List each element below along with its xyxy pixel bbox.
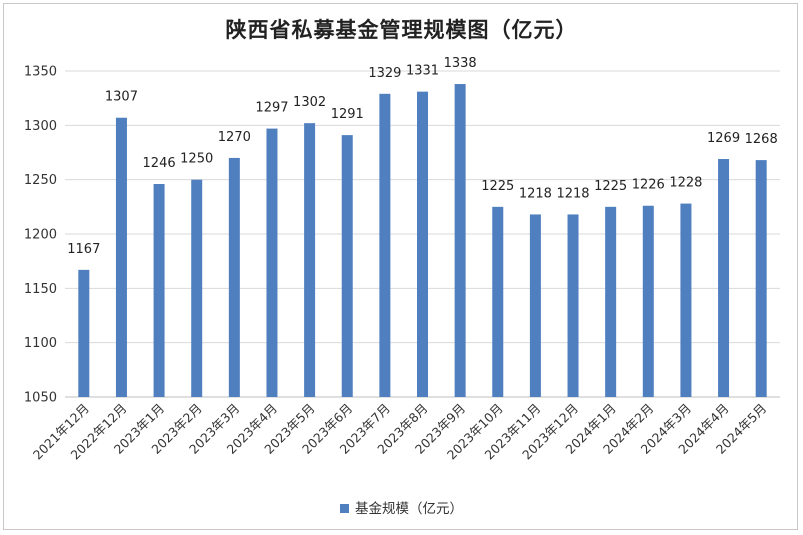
bar <box>115 117 127 397</box>
data-label: 1246 <box>143 156 176 171</box>
data-label: 1218 <box>519 186 552 201</box>
y-tick-label: 1050 <box>24 391 57 406</box>
data-label: 1329 <box>368 66 401 81</box>
y-tick-label: 1200 <box>24 228 57 243</box>
bar <box>228 157 240 397</box>
bar <box>191 179 203 397</box>
legend-label: 基金规模（亿元） <box>355 501 463 517</box>
data-label: 1269 <box>707 131 740 146</box>
data-label: 1167 <box>67 242 100 257</box>
data-label: 1297 <box>255 101 288 116</box>
bar <box>304 123 316 397</box>
y-tick-label: 1150 <box>24 282 57 297</box>
data-label: 1268 <box>745 132 778 147</box>
y-axis: 1050 1100 1150 1200 1250 1300 1350 <box>24 65 57 406</box>
bars <box>78 84 767 398</box>
bar <box>529 214 541 397</box>
data-label: 1225 <box>481 179 514 194</box>
bar <box>567 214 579 397</box>
bar <box>78 269 90 397</box>
bar <box>379 93 391 397</box>
y-tick-label: 1350 <box>24 65 57 80</box>
x-axis: 2021年12月2022年12月2023年1月2023年2月2023年3月202… <box>30 401 769 463</box>
y-tick-label: 1100 <box>24 336 57 351</box>
bar <box>266 128 278 398</box>
bar <box>153 184 165 397</box>
bar <box>341 135 353 397</box>
bar <box>718 159 730 397</box>
data-label: 1291 <box>331 107 364 122</box>
chart-title: 陕西省私募基金管理规模图（亿元） <box>225 17 578 42</box>
y-tick-label: 1300 <box>24 119 57 134</box>
legend: 基金规模（亿元） <box>0 497 803 517</box>
data-label: 1226 <box>632 178 665 193</box>
bar <box>680 203 692 397</box>
data-label: 1228 <box>669 176 702 191</box>
data-label: 1250 <box>180 152 213 167</box>
data-label: 1302 <box>293 95 326 110</box>
bar <box>755 160 767 397</box>
data-label: 1307 <box>105 90 138 105</box>
data-label: 1225 <box>594 179 627 194</box>
data-label: 1218 <box>556 186 589 201</box>
y-tick-label: 1250 <box>24 173 57 188</box>
data-labels: 1167 1307 1246 1250 1270 1297 1302 1291 1329 1331… <box>67 56 777 257</box>
bar <box>605 206 617 397</box>
legend-swatch <box>340 503 349 513</box>
chart-frame <box>3 3 798 530</box>
data-label: 1338 <box>444 56 477 71</box>
bar <box>642 205 654 397</box>
bar <box>492 206 504 397</box>
data-label: 1331 <box>406 64 439 79</box>
bar <box>454 84 466 397</box>
data-label: 1270 <box>218 130 251 145</box>
bar <box>417 91 428 397</box>
